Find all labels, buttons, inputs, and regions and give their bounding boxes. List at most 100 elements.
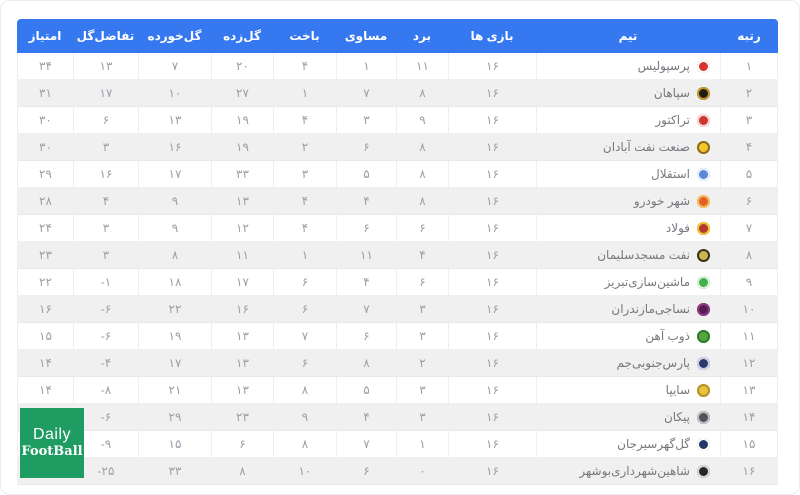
points-cell: ۲۳ xyxy=(17,242,73,269)
table-row: ۱ پرسپولیس ۱۶ ۱۱ ۱ ۴ ۲۰ ۷ ۱۳ ۳۴ xyxy=(17,53,778,80)
goals-for-cell: ۳۳ xyxy=(211,161,273,188)
team-crest-icon xyxy=(697,140,710,154)
goals-for-cell: ۸ xyxy=(211,458,273,485)
goals-against-cell: ۲۲ xyxy=(138,296,211,323)
goals-for-cell: ۲۰ xyxy=(211,53,273,80)
goals-against-cell: ۷ xyxy=(138,53,211,80)
goals-against-cell: ۱۷ xyxy=(138,161,211,188)
team-cell: شاهین‌شهرداری‌بوشهر xyxy=(536,458,720,485)
standings-table: رتبه تیم بازی ها برد مساوی باخت گل‌زده گ… xyxy=(17,19,778,485)
draws-cell: ۶ xyxy=(336,323,396,350)
losses-cell: ۷ xyxy=(273,323,336,350)
team-cell: پرسپولیس xyxy=(536,53,720,80)
team-name: ماشین‌سازی‌تبریز xyxy=(604,275,690,289)
goals-against-cell: ۱۷ xyxy=(138,350,211,377)
team-cell: سپاهان xyxy=(536,80,720,107)
goals-for-cell: ۱۳ xyxy=(211,188,273,215)
team-crest-icon xyxy=(697,464,710,478)
team-name: نساجی‌مازندران xyxy=(611,302,690,316)
losses-cell: ۶ xyxy=(273,269,336,296)
team-name: گل‌گهرسیرجان xyxy=(617,437,690,451)
goals-against-cell: ۱۳ xyxy=(138,107,211,134)
wins-cell: ۳ xyxy=(396,296,448,323)
col-header-losses: باخت xyxy=(273,19,336,53)
col-header-rank: رتبه xyxy=(720,19,778,53)
team-cell: سایپا xyxy=(536,377,720,404)
losses-cell: ۴ xyxy=(273,188,336,215)
team-name: فولاد xyxy=(665,221,690,235)
team-crest-icon xyxy=(697,410,710,424)
points-cell: ۲۲ xyxy=(17,269,73,296)
played-cell: ۱۶ xyxy=(448,188,536,215)
rank-cell: ۱۳ xyxy=(720,377,778,404)
points-cell: ۳۴ xyxy=(17,53,73,80)
played-cell: ۱۶ xyxy=(448,161,536,188)
goal-diff-cell: -۸ xyxy=(73,377,138,404)
goals-for-cell: ۶ xyxy=(211,431,273,458)
draws-cell: ۵ xyxy=(336,377,396,404)
goals-for-cell: ۱۹ xyxy=(211,107,273,134)
table-row: ۱۳ سایپا ۱۶ ۳ ۵ ۸ ۱۳ ۲۱ -۸ ۱۴ xyxy=(17,377,778,404)
rank-cell: ۵ xyxy=(720,161,778,188)
wins-cell: ۱ xyxy=(396,431,448,458)
team-name: سپاهان xyxy=(653,86,690,100)
losses-cell: ۲ xyxy=(273,134,336,161)
table-row: ۱۵ گل‌گهرسیرجان ۱۶ ۱ ۷ ۸ ۶ ۱۵ -۹ xyxy=(17,431,778,458)
draws-cell: ۷ xyxy=(336,80,396,107)
wins-cell: ۶ xyxy=(396,269,448,296)
goals-for-cell: ۱۳ xyxy=(211,377,273,404)
played-cell: ۱۶ xyxy=(448,53,536,80)
draws-cell: ۱ xyxy=(336,53,396,80)
rank-cell: ۱ xyxy=(720,53,778,80)
points-cell: ۲۹ xyxy=(17,161,73,188)
table-row: ۸ نفت مسجدسلیمان ۱۶ ۴ ۱۱ ۱ ۱۱ ۸ ۳ ۲۳ xyxy=(17,242,778,269)
played-cell: ۱۶ xyxy=(448,350,536,377)
table-row: ۱۰ نساجی‌مازندران ۱۶ ۳ ۷ ۶ ۱۶ ۲۲ -۶ ۱۶ xyxy=(17,296,778,323)
team-crest-icon xyxy=(697,383,710,397)
losses-cell: ۴ xyxy=(273,107,336,134)
goals-for-cell: ۱۳ xyxy=(211,350,273,377)
points-cell: ۲۴ xyxy=(17,215,73,242)
wins-cell: ۸ xyxy=(396,161,448,188)
losses-cell: ۱۰ xyxy=(273,458,336,485)
goals-against-cell: ۱۰ xyxy=(138,80,211,107)
rank-cell: ۴ xyxy=(720,134,778,161)
goals-against-cell: ۹ xyxy=(138,188,211,215)
col-header-draws: مساوی xyxy=(336,19,396,53)
goal-diff-cell: ۱۷ xyxy=(73,80,138,107)
team-cell: تراکتور xyxy=(536,107,720,134)
team-crest-icon xyxy=(697,167,710,181)
wins-cell: ۳ xyxy=(396,377,448,404)
goal-diff-cell: ۱۶ xyxy=(73,161,138,188)
team-name: پرسپولیس xyxy=(637,59,690,73)
goal-diff-cell: ۱۳ xyxy=(73,53,138,80)
points-cell: ۱۵ xyxy=(17,323,73,350)
draws-cell: ۳ xyxy=(336,107,396,134)
played-cell: ۱۶ xyxy=(448,242,536,269)
draws-cell: ۴ xyxy=(336,188,396,215)
draws-cell: ۷ xyxy=(336,431,396,458)
played-cell: ۱۶ xyxy=(448,80,536,107)
goal-diff-cell: ۳ xyxy=(73,134,138,161)
goal-diff-cell: -۱ xyxy=(73,269,138,296)
wins-cell: ۱۱ xyxy=(396,53,448,80)
team-name: استقلال xyxy=(651,167,690,181)
team-cell: فولاد xyxy=(536,215,720,242)
goals-against-cell: ۹ xyxy=(138,215,211,242)
played-cell: ۱۶ xyxy=(448,296,536,323)
wins-cell: ۴ xyxy=(396,242,448,269)
goal-diff-cell: -۶ xyxy=(73,296,138,323)
wins-cell: ۰ xyxy=(396,458,448,485)
team-name: ذوب آهن xyxy=(645,329,690,343)
wins-cell: ۳ xyxy=(396,323,448,350)
team-name: شاهین‌شهرداری‌بوشهر xyxy=(579,464,690,478)
points-cell: ۳۰ xyxy=(17,134,73,161)
team-cell: نساجی‌مازندران xyxy=(536,296,720,323)
team-cell: ماشین‌سازی‌تبریز xyxy=(536,269,720,296)
team-cell: شهر خودرو xyxy=(536,188,720,215)
draws-cell: ۶ xyxy=(336,458,396,485)
goal-diff-cell: -۶ xyxy=(73,323,138,350)
draws-cell: ۴ xyxy=(336,404,396,431)
table-row: ۹ ماشین‌سازی‌تبریز ۱۶ ۶ ۴ ۶ ۱۷ ۱۸ -۱ ۲۲ xyxy=(17,269,778,296)
